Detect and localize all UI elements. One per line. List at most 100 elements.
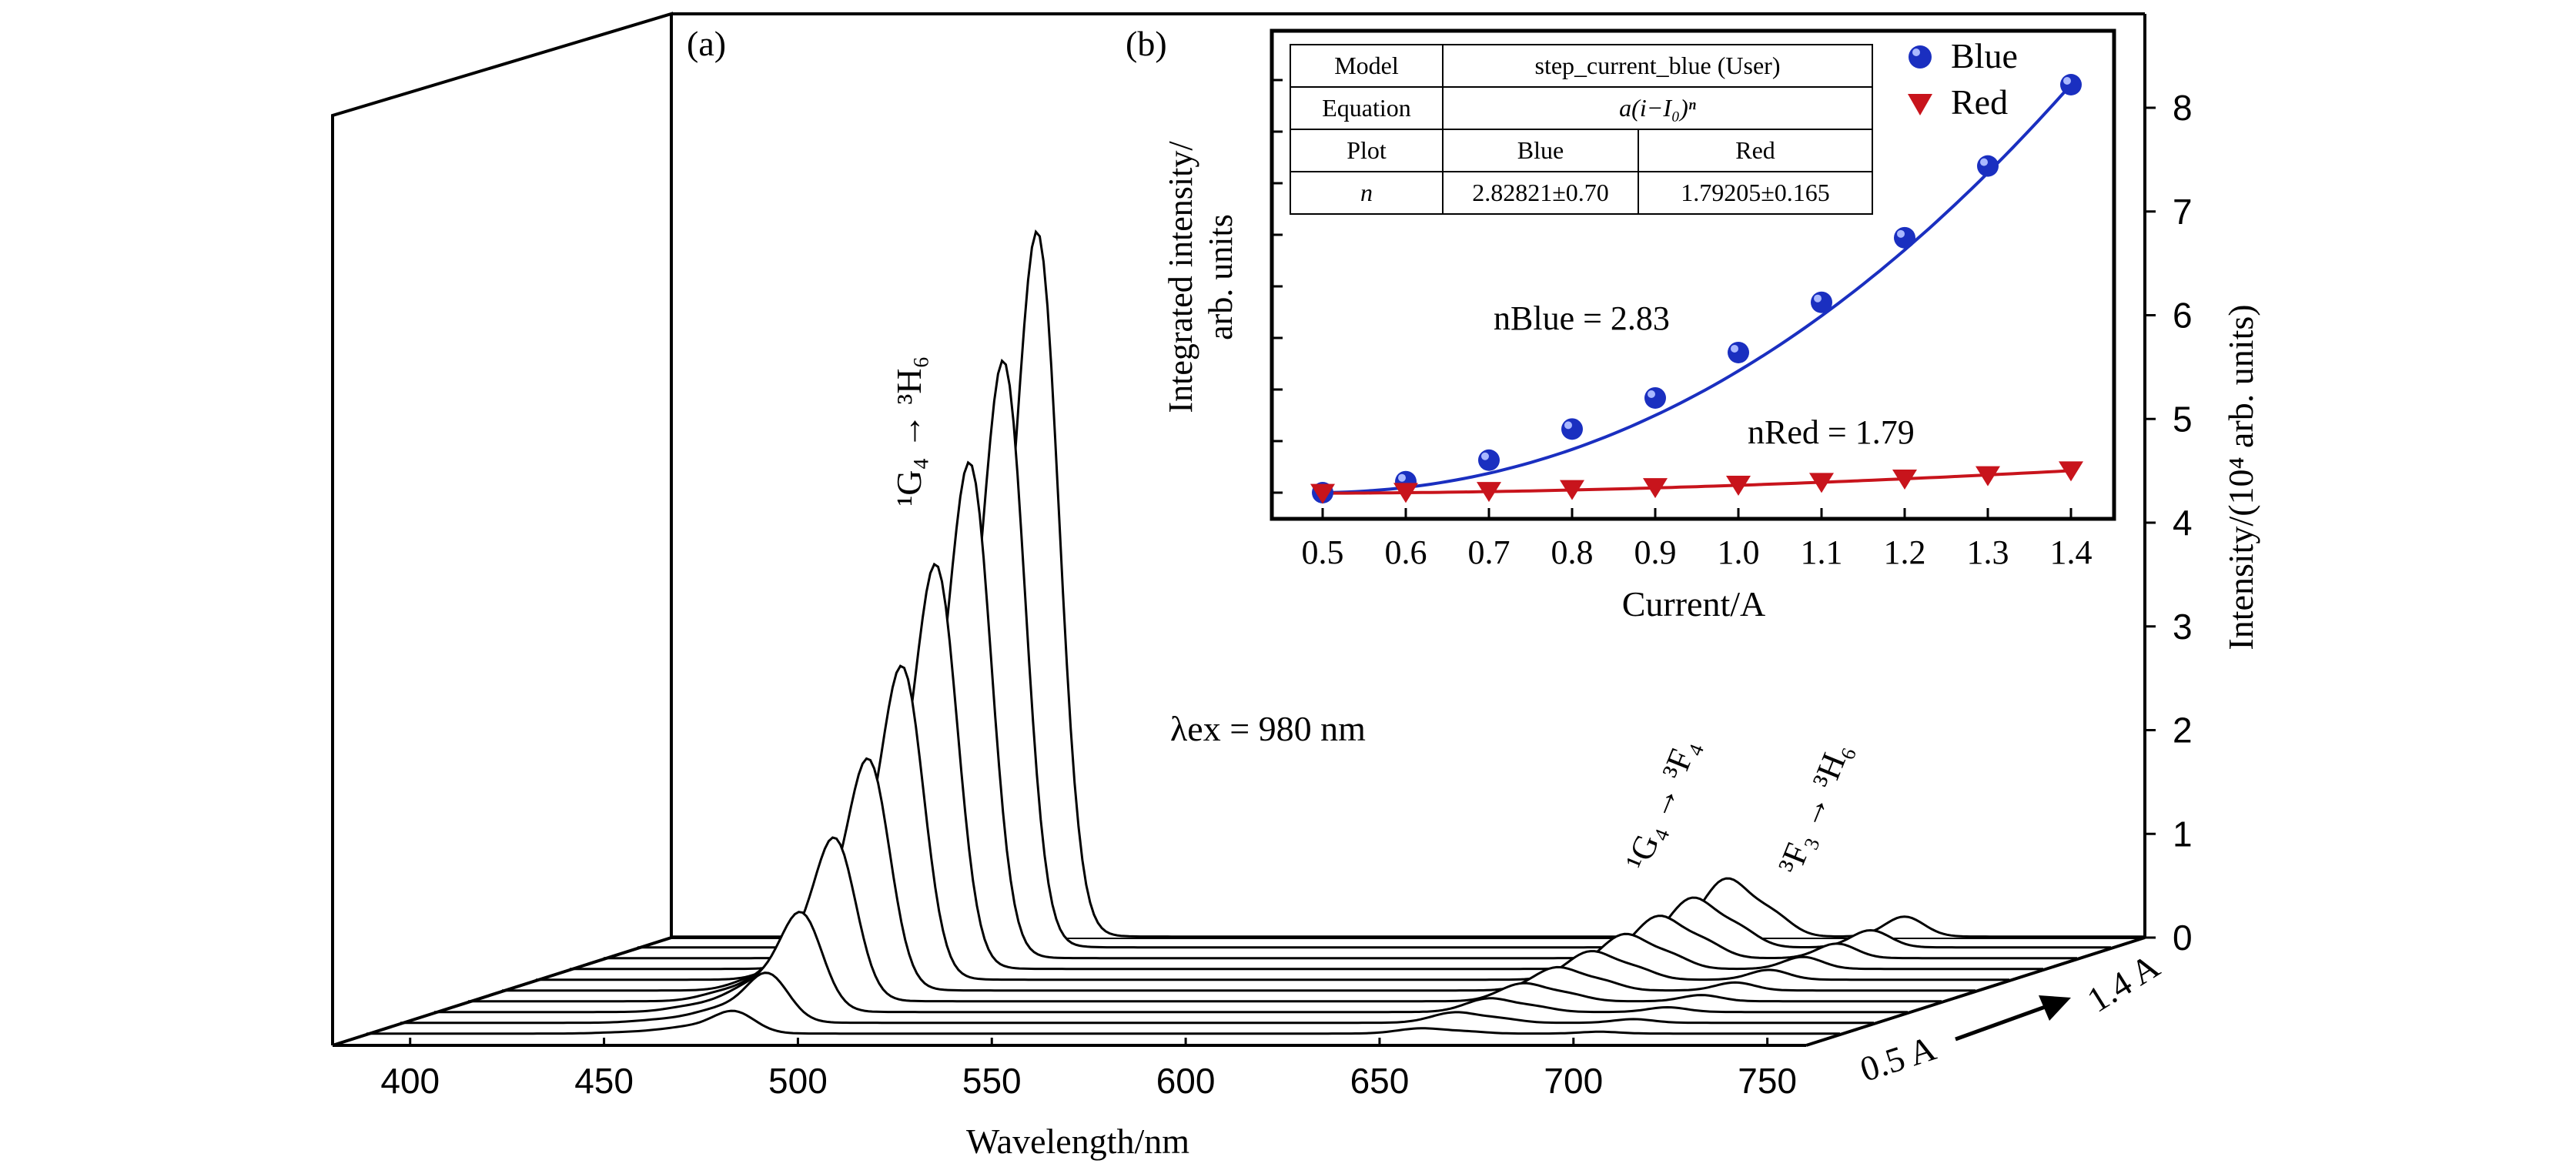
inset-x-tick-label: 0.9 bbox=[1634, 533, 1677, 571]
wavelength-ticks: 400 450 500 550 600 650 700 750 bbox=[380, 1038, 1797, 1101]
y-tick-label: 1 bbox=[2173, 814, 2193, 854]
spectrum-fill bbox=[604, 462, 2077, 959]
legend-red-label: Red bbox=[1951, 82, 2008, 122]
n-red-annotation: nRed = 1.79 bbox=[1748, 413, 1915, 451]
fit-table-plot-red: Red bbox=[1735, 136, 1775, 164]
blue-transition-label: ¹G₄ → ³H₆ bbox=[889, 356, 928, 506]
fit-table-equation-key: Equation bbox=[1322, 94, 1411, 122]
spectrum-fill bbox=[637, 360, 2111, 948]
blue-point-highlight bbox=[1980, 158, 1988, 166]
red-data-point bbox=[1477, 482, 1501, 503]
blue-point-highlight bbox=[1814, 294, 1822, 303]
red-transition-label: ¹G₄ → ³F₄ bbox=[1618, 733, 1705, 875]
blue-data-point bbox=[1811, 291, 1832, 313]
fit-table-n-key: n bbox=[1360, 179, 1373, 206]
blue-point-highlight bbox=[1481, 452, 1489, 460]
x-tick-label: 700 bbox=[1544, 1061, 1603, 1101]
inset-x-tick-label: 0.5 bbox=[1302, 533, 1344, 571]
spectrum-curve-0.6 bbox=[400, 971, 1874, 1025]
spectrum-fill bbox=[502, 758, 1975, 991]
spectrum-fill bbox=[468, 838, 1942, 1002]
spectrum-fill bbox=[400, 972, 1874, 1024]
y-tick-label: 3 bbox=[2173, 607, 2193, 647]
x-tick-label: 600 bbox=[1156, 1061, 1216, 1101]
blue-data-point bbox=[1728, 341, 1749, 363]
x-axis-title: Wavelength/nm bbox=[966, 1122, 1189, 1161]
y-tick-label: 4 bbox=[2173, 503, 2193, 543]
inset-y-title-line1: Integrated intensity/ bbox=[1162, 141, 1199, 413]
spectrum-curve-0.9 bbox=[502, 757, 1975, 992]
inset-x-tick-label: 0.8 bbox=[1551, 533, 1594, 571]
spectrum-fill bbox=[536, 666, 2009, 981]
x-tick-label: 500 bbox=[768, 1061, 828, 1101]
fit-curve-red bbox=[1323, 469, 2072, 495]
depth-start-label: 0.5 A bbox=[1855, 1028, 1941, 1089]
spectrum-fill bbox=[434, 911, 1908, 1013]
inset-x-tick-label: 1.0 bbox=[1718, 533, 1760, 571]
depth-arrow-shaft bbox=[1955, 1003, 2050, 1042]
excitation-annotation: λex = 980 nm bbox=[1170, 709, 1366, 748]
panel-a-label: (a) bbox=[687, 24, 726, 63]
blue-point-highlight bbox=[1731, 344, 1738, 353]
legend-red-marker bbox=[1908, 94, 1932, 115]
red-data-point bbox=[1560, 480, 1584, 500]
red-data-point bbox=[1809, 473, 1834, 493]
nir-transition-label: ³F₃ → ³H₆ bbox=[1771, 737, 1858, 879]
spectrum-curve-0.7 bbox=[434, 911, 1908, 1014]
spectrum-fill bbox=[570, 564, 2043, 970]
intensity-ticks: 0 1 2 3 4 5 6 7 8 bbox=[2145, 88, 2193, 958]
fit-table-model-value: step_current_blue (User) bbox=[1535, 52, 1781, 79]
x-tick-label: 750 bbox=[1738, 1061, 1797, 1101]
inset-x-tick-label: 1.2 bbox=[1884, 533, 1926, 571]
n-blue-annotation: nBlue = 2.83 bbox=[1494, 299, 1670, 337]
depth-arrow-head bbox=[2039, 995, 2071, 1021]
blue-data-point bbox=[1644, 386, 1666, 409]
red-data-point bbox=[2059, 461, 2083, 482]
spectrum-fill bbox=[671, 232, 2145, 938]
inset-x-title: Current/A bbox=[1622, 584, 1766, 624]
red-data-point bbox=[1975, 466, 2000, 487]
legend-blue-label: Blue bbox=[1951, 36, 2018, 75]
legend-blue-highlight bbox=[1912, 48, 1920, 56]
inset-x-tick-label: 1.1 bbox=[1801, 533, 1843, 571]
y-tick-label: 6 bbox=[2173, 296, 2193, 336]
inset-y-title-line2: arb. units bbox=[1202, 214, 1239, 340]
y-tick-label: 8 bbox=[2173, 88, 2193, 128]
blue-point-highlight bbox=[1564, 421, 1572, 430]
x-tick-label: 650 bbox=[1350, 1061, 1410, 1101]
blue-point-highlight bbox=[1648, 390, 1655, 398]
inset-markers bbox=[1310, 74, 2083, 504]
blue-point-highlight bbox=[1897, 229, 1905, 238]
x-tick-label: 450 bbox=[574, 1061, 634, 1101]
y-tick-label: 5 bbox=[2173, 399, 2193, 439]
inset-legend: Blue Red bbox=[1908, 36, 2018, 122]
inset-fit-curves bbox=[1322, 83, 2073, 495]
depth-end-label: 1.4 A bbox=[2080, 946, 2166, 1020]
red-data-point bbox=[1393, 483, 1418, 503]
fit-table-n-red: 1.79205±0.165 bbox=[1681, 179, 1830, 206]
y-tick-label: 7 bbox=[2173, 192, 2193, 232]
fit-table-model-key: Model bbox=[1334, 52, 1399, 79]
red-data-point bbox=[1726, 476, 1751, 497]
x-tick-label: 550 bbox=[962, 1061, 1022, 1101]
blue-data-point bbox=[1561, 418, 1583, 440]
y-tick-label: 2 bbox=[2173, 711, 2193, 751]
current-depth-axis: 0.5 A 1.4 A bbox=[1855, 946, 2166, 1089]
spectrum-fill bbox=[366, 1011, 1840, 1035]
fit-curve-blue bbox=[1322, 83, 2073, 494]
fit-table-n-blue: 2.82821±0.70 bbox=[1472, 179, 1609, 206]
inset-x-tick-label: 0.6 bbox=[1385, 533, 1427, 571]
blue-point-highlight bbox=[2063, 77, 2071, 85]
spectrum-curve-0.5 bbox=[366, 1009, 1840, 1035]
fit-table-plot-key: Plot bbox=[1347, 136, 1387, 164]
spectra-group bbox=[366, 229, 2145, 1035]
spectrum-curve-0.8 bbox=[468, 836, 1942, 1003]
blue-data-point bbox=[2060, 74, 2082, 95]
y-axis-title: Intensity/(10⁴ arb. units) bbox=[2221, 304, 2260, 650]
inset-x-tick-label: 1.4 bbox=[2050, 533, 2093, 571]
y-tick-label: 0 bbox=[2173, 918, 2193, 958]
red-data-point bbox=[1310, 483, 1335, 504]
blue-data-point bbox=[1894, 226, 1915, 249]
panel-b-label: (b) bbox=[1126, 24, 1167, 63]
